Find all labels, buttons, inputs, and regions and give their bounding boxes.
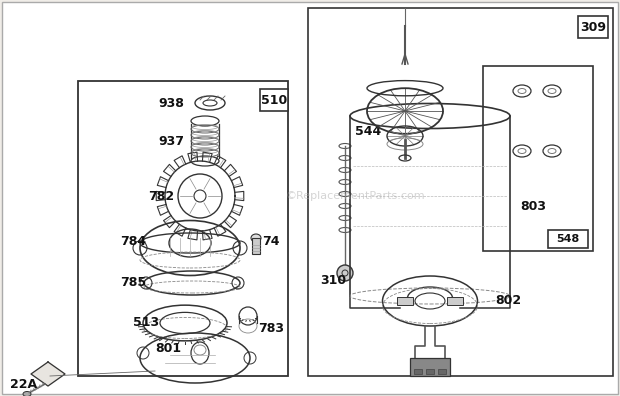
Text: 510: 510	[261, 93, 287, 107]
Text: 783: 783	[258, 322, 284, 335]
Text: 802: 802	[495, 295, 521, 308]
Bar	[438, 369, 446, 374]
Bar	[447, 297, 463, 305]
Bar	[260, 89, 288, 111]
Bar	[426, 369, 434, 374]
Bar	[397, 297, 413, 305]
Text: 544: 544	[355, 124, 381, 137]
Bar	[548, 230, 588, 248]
Text: 309: 309	[580, 21, 606, 34]
Ellipse shape	[251, 234, 261, 242]
Bar	[414, 369, 422, 374]
Text: 937: 937	[158, 135, 184, 147]
Ellipse shape	[23, 392, 31, 396]
Text: 74: 74	[262, 234, 280, 248]
Bar	[483, 66, 593, 251]
Text: 782: 782	[148, 190, 174, 202]
Bar	[252, 238, 260, 254]
Text: 513: 513	[133, 316, 159, 329]
Circle shape	[337, 265, 353, 281]
Bar	[410, 358, 450, 376]
Text: 784: 784	[120, 234, 146, 248]
Text: 801: 801	[155, 341, 181, 354]
Text: 310: 310	[320, 274, 346, 287]
Polygon shape	[31, 362, 65, 386]
Text: 803: 803	[520, 200, 546, 213]
Bar	[578, 16, 608, 38]
Text: ©ReplacementParts.com: ©ReplacementParts.com	[285, 191, 425, 201]
Text: 548: 548	[556, 234, 580, 244]
Text: 938: 938	[158, 97, 184, 110]
Text: 785: 785	[120, 276, 146, 289]
Text: 22A: 22A	[10, 377, 37, 390]
Bar	[78, 81, 288, 376]
Bar	[308, 8, 613, 376]
